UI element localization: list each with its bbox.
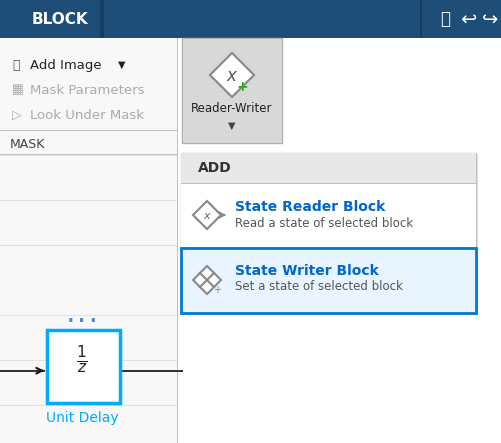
- Text: Read a state of selected block: Read a state of selected block: [235, 217, 413, 229]
- Text: x: x: [204, 211, 210, 221]
- Text: ↪: ↪: [482, 9, 498, 28]
- Text: +: +: [236, 80, 248, 94]
- Text: Set a state of selected block: Set a state of selected block: [235, 280, 403, 294]
- Polygon shape: [210, 53, 254, 97]
- Text: +: +: [213, 285, 221, 295]
- Bar: [0, 130, 178, 131]
- Bar: [181, 183, 476, 184]
- Bar: [181, 247, 476, 248]
- Text: Unit Delay: Unit Delay: [46, 411, 118, 425]
- Polygon shape: [193, 266, 221, 294]
- Bar: [182, 38, 282, 143]
- Bar: [0, 200, 178, 201]
- Bar: [420, 0, 422, 38]
- Bar: [47, 330, 120, 403]
- Text: ▷: ▷: [12, 109, 22, 121]
- Bar: [183, 39, 281, 142]
- Bar: [181, 153, 476, 183]
- Bar: [0, 0, 501, 38]
- Text: ▼: ▼: [228, 121, 236, 131]
- Text: ↩: ↩: [460, 9, 476, 28]
- Bar: [0, 38, 178, 443]
- Text: MASK: MASK: [10, 139, 46, 152]
- Bar: [177, 38, 178, 443]
- Text: Mask Parameters: Mask Parameters: [30, 83, 144, 97]
- Bar: [0, 154, 178, 155]
- Text: Look Under Mask: Look Under Mask: [30, 109, 144, 121]
- Text: 💾: 💾: [440, 10, 450, 28]
- Text: Add Image: Add Image: [30, 58, 102, 71]
- Text: x: x: [226, 67, 236, 85]
- Text: 🖼: 🖼: [12, 58, 20, 71]
- Polygon shape: [193, 201, 221, 229]
- Bar: [118, 370, 183, 372]
- Text: BLOCK: BLOCK: [32, 12, 88, 27]
- Text: State Writer Block: State Writer Block: [235, 264, 379, 278]
- Text: State Reader Block: State Reader Block: [235, 200, 385, 214]
- Bar: [181, 153, 476, 313]
- Bar: [181, 248, 476, 313]
- Text: Reader-Writer: Reader-Writer: [191, 101, 273, 114]
- Bar: [183, 155, 478, 315]
- Bar: [0, 360, 178, 361]
- Text: $\frac{1}{z}$: $\frac{1}{z}$: [76, 344, 88, 376]
- Text: ADD: ADD: [198, 161, 232, 175]
- Text: ▼: ▼: [118, 60, 125, 70]
- Bar: [100, 0, 104, 38]
- Text: ▦: ▦: [12, 83, 24, 97]
- Bar: [0, 370, 45, 372]
- Text: ...: ...: [64, 307, 100, 326]
- Bar: [181, 184, 476, 247]
